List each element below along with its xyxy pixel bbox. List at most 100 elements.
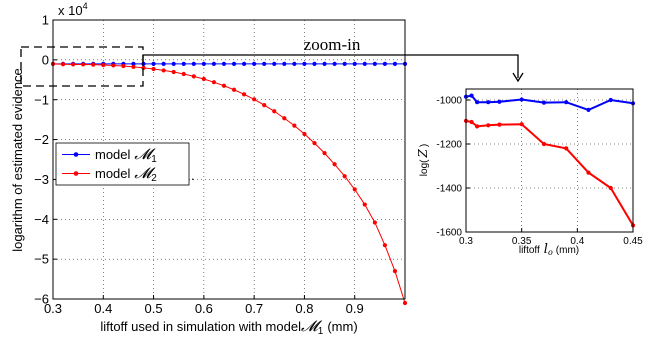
data-point-series-2 bbox=[252, 97, 257, 102]
data-point-series-1 bbox=[322, 61, 327, 66]
data-point-series-2 bbox=[81, 62, 86, 67]
data-point-series-1 bbox=[372, 61, 377, 66]
data-point-series-1 bbox=[475, 100, 480, 105]
inset-series bbox=[463, 93, 636, 228]
main-series bbox=[50, 61, 408, 306]
data-point-series-2 bbox=[161, 68, 166, 73]
data-point-series-1 bbox=[519, 97, 524, 102]
data-point-series-2 bbox=[131, 64, 136, 69]
data-point-series-1 bbox=[564, 100, 569, 105]
legend-entry-model-2: model 𝓜2 bbox=[62, 164, 157, 184]
data-point-series-2 bbox=[201, 76, 206, 82]
legend-marker-model-1 bbox=[73, 152, 79, 157]
data-point-series-2 bbox=[608, 185, 613, 191]
data-point-series-2 bbox=[332, 162, 337, 167]
data-point-series-2 bbox=[469, 119, 474, 125]
data-point-series-1 bbox=[191, 61, 196, 66]
data-point-series-1 bbox=[586, 107, 591, 112]
data-point-series-1 bbox=[131, 61, 136, 66]
data-point-series-2 bbox=[342, 174, 347, 179]
legend-entry-model-1: model 𝓜1 bbox=[62, 145, 157, 165]
data-point-series-2 bbox=[402, 300, 408, 306]
data-point-series-1 bbox=[312, 61, 317, 66]
y-tick-label: −1 bbox=[34, 92, 49, 107]
zoom-in-label: zoom-in bbox=[304, 35, 361, 54]
main-y-axis-label: logarithm of estimated evidence bbox=[10, 68, 25, 252]
data-point-series-2 bbox=[111, 63, 116, 68]
x-tick-label: 0.5 bbox=[145, 301, 163, 316]
y-tick-label: −6 bbox=[34, 292, 49, 307]
zoom-arrow-head bbox=[512, 72, 524, 83]
y-tick-label: 1 bbox=[42, 13, 49, 28]
data-point-series-1 bbox=[211, 61, 217, 66]
data-point-series-2 bbox=[322, 151, 327, 156]
legend-label-model-1: model 𝓜1 bbox=[95, 145, 157, 165]
x-tick-label: 0.4 bbox=[570, 236, 584, 247]
x-tick-label: 0.4 bbox=[94, 301, 112, 316]
data-point-series-2 bbox=[292, 123, 297, 128]
data-point-series-2 bbox=[91, 62, 96, 67]
legend-label-model-2: model 𝓜2 bbox=[95, 164, 157, 184]
y-tick-label: −2 bbox=[34, 132, 49, 147]
data-point-series-1 bbox=[221, 61, 227, 66]
data-point-series-1 bbox=[342, 61, 347, 66]
data-point-series-2 bbox=[586, 170, 591, 175]
data-point-series-1 bbox=[241, 61, 247, 66]
data-point-series-2 bbox=[101, 62, 106, 68]
legend: model 𝓜1 model 𝓜2 . bbox=[55, 142, 195, 186]
inset-y-axis-label: log(Z) bbox=[416, 144, 430, 176]
y-tick-label: −3 bbox=[34, 172, 49, 187]
data-point-series-1 bbox=[292, 61, 297, 66]
data-point-series-1 bbox=[282, 61, 287, 66]
data-point-series-1 bbox=[469, 93, 474, 98]
data-point-series-2 bbox=[221, 83, 227, 88]
data-point-series-1 bbox=[541, 100, 547, 105]
y-tick-label: -1400 bbox=[436, 184, 462, 195]
data-point-series-1 bbox=[181, 61, 186, 66]
main-y-ticks: 1 0 −1 −2 −3 −4 −5 −6 bbox=[34, 13, 57, 307]
data-point-series-1 bbox=[231, 61, 237, 66]
data-point-series-2 bbox=[362, 202, 367, 207]
inset-chart: 0.3 0.35 0.4 0.45 -1000 -1200 -1400 -1600 log(… bbox=[416, 88, 643, 257]
zoom-connector: zoom-in bbox=[142, 35, 524, 83]
data-point-series-2 bbox=[241, 92, 247, 97]
data-point-series-1 bbox=[302, 61, 307, 66]
data-point-series-2 bbox=[564, 146, 569, 151]
data-point-series-1 bbox=[252, 61, 257, 66]
inset-x-ticks: 0.3 0.35 0.4 0.45 bbox=[459, 228, 643, 247]
y-tick-label: -1600 bbox=[436, 228, 462, 239]
inset-plot-frame bbox=[465, 88, 634, 233]
data-point-series-2 bbox=[231, 87, 237, 92]
y-tick-label: -1200 bbox=[436, 140, 462, 151]
y-tick-label: −5 bbox=[34, 252, 49, 267]
y-tick-label: −4 bbox=[34, 212, 49, 227]
inset-x-axis-label: liftoff lo (mm) bbox=[519, 242, 579, 257]
data-point-series-1 bbox=[608, 97, 613, 103]
data-point-series-2 bbox=[519, 122, 524, 127]
y-tick-label: -1000 bbox=[436, 96, 462, 107]
data-point-series-2 bbox=[60, 62, 66, 67]
data-point-series-2 bbox=[211, 80, 217, 85]
y-tick-label: 0 bbox=[42, 52, 49, 67]
data-point-series-2 bbox=[486, 123, 491, 128]
legend-box bbox=[55, 142, 190, 186]
x-tick-label: 0.9 bbox=[346, 301, 364, 316]
data-point-series-2 bbox=[272, 109, 277, 114]
data-point-series-2 bbox=[352, 187, 357, 192]
legend-trailing-mark: . bbox=[191, 168, 195, 183]
main-chart: 0.3 0.4 0.5 0.6 0.7 0.8 0.9 1 0 −1 −2 −3 −4 −5 −6 x 1… bbox=[10, 1, 408, 337]
x-tick-label: 0.8 bbox=[295, 301, 313, 316]
data-point-series-1 bbox=[497, 99, 502, 104]
inset-y-ticks: -1000 -1200 -1400 -1600 bbox=[436, 96, 470, 239]
data-point-series-1 bbox=[272, 61, 277, 66]
data-point-series-2 bbox=[151, 66, 156, 72]
x-tick-label: 0.3 bbox=[44, 301, 62, 316]
x-tick-label: 0.6 bbox=[195, 301, 213, 316]
x-tick-label: 0.3 bbox=[459, 236, 473, 247]
zoom-region-box bbox=[20, 46, 144, 87]
data-point-series-2 bbox=[282, 116, 287, 121]
data-point-series-1 bbox=[161, 61, 166, 66]
x-tick-label: 0.7 bbox=[245, 301, 263, 316]
data-point-series-2 bbox=[312, 141, 317, 146]
